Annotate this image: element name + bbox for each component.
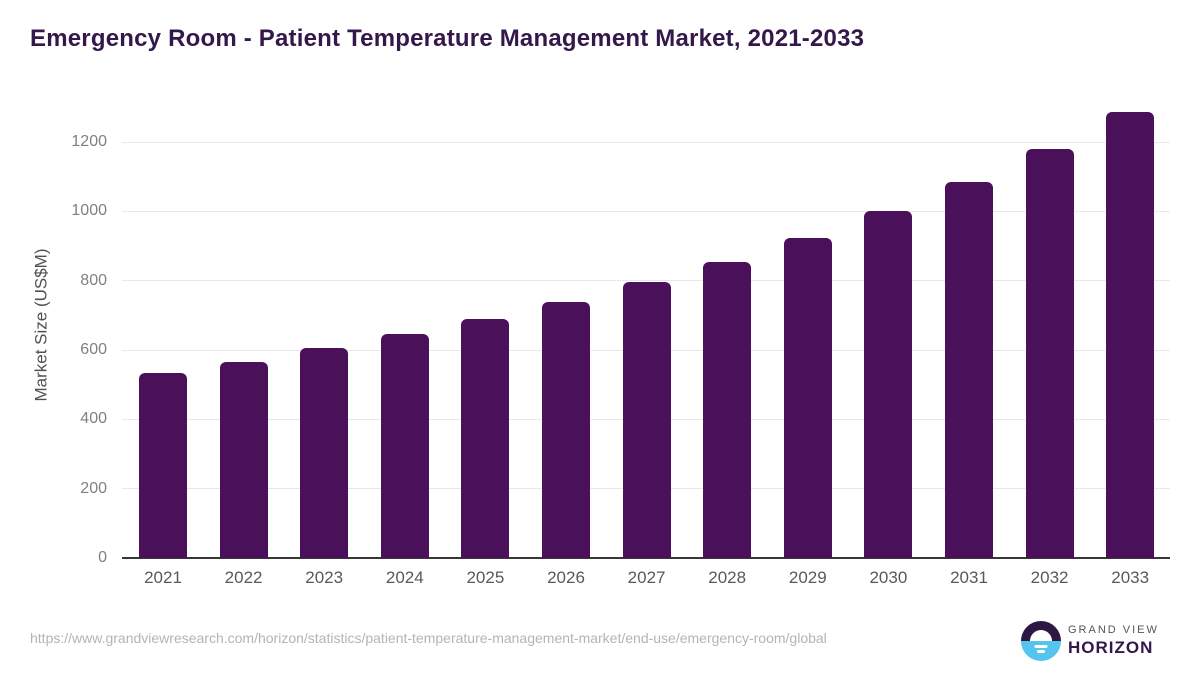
y-tick-label-800: 800 — [80, 271, 107, 289]
source-url: https://www.grandviewresearch.com/horizo… — [30, 630, 827, 646]
bar-2025 — [461, 318, 510, 558]
x-tick-label-2031: 2031 — [950, 568, 988, 587]
bar-2032 — [1025, 149, 1074, 558]
logo-brand-bottom: HORIZON — [1068, 638, 1154, 657]
y-tick-label-600: 600 — [80, 341, 107, 358]
bar-2023 — [300, 348, 349, 558]
x-tick-label-2021: 2021 — [144, 568, 182, 587]
logo-reflection-line-2 — [1037, 650, 1045, 653]
bar-2026 — [542, 301, 590, 558]
grand-view-horizon-logo: GRAND VIEW HORIZON — [1021, 621, 1159, 661]
logo-brand-top: GRAND VIEW — [1068, 624, 1159, 636]
x-tick-label-2022: 2022 — [224, 568, 263, 587]
gridline-800 — [122, 280, 1170, 282]
bar-2030 — [864, 211, 913, 558]
bar-2029 — [783, 238, 832, 558]
bar-2027 — [622, 282, 671, 558]
x-tick-label-2032: 2032 — [1030, 568, 1069, 587]
x-tick-label-2029: 2029 — [788, 568, 827, 587]
y-tick-label-400: 400 — [80, 410, 107, 428]
bar-2024 — [380, 334, 429, 558]
x-tick-label-2023: 2023 — [305, 568, 344, 587]
y-tick-label-200: 200 — [80, 479, 107, 497]
y-tick-label-1200: 1200 — [71, 133, 107, 150]
gridline-1000 — [122, 210, 1170, 212]
x-tick-label-2026: 2026 — [547, 568, 585, 587]
bar-2031 — [945, 181, 993, 558]
x-tick-label-2028: 2028 — [708, 568, 747, 587]
bar-2022 — [219, 361, 268, 558]
x-axis-line — [122, 557, 1170, 559]
x-tick-label-2024: 2024 — [385, 568, 424, 587]
x-tick-label-2030: 2030 — [869, 568, 908, 587]
y-tick-label-1000: 1000 — [71, 202, 107, 220]
x-tick-label-2025: 2025 — [466, 568, 505, 587]
x-tick-label-2027: 2027 — [627, 568, 666, 587]
x-tick-label-2033: 2033 — [1111, 568, 1150, 587]
bar-2033 — [1106, 112, 1155, 558]
logo-reflection-line-1 — [1034, 645, 1048, 648]
horizon-sun-icon — [1021, 621, 1061, 661]
bar-2021 — [139, 372, 187, 558]
bar-2028 — [703, 261, 752, 558]
gridline-1200 — [122, 141, 1170, 143]
page-title: Emergency Room - Patient Temperature Man… — [30, 25, 865, 52]
logo-text: GRAND VIEW HORIZON — [1068, 624, 1159, 658]
logo-sun-dome — [1030, 630, 1052, 641]
y-tick-label-0: 0 — [98, 549, 107, 566]
